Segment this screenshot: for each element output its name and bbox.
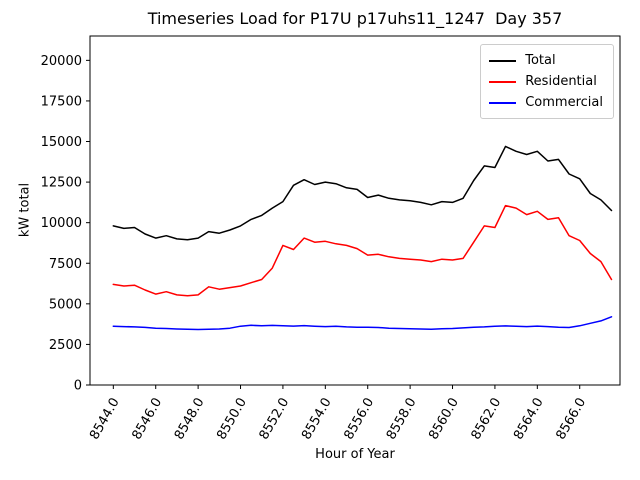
y-tick-label: 15000 [41,135,82,150]
y-tick-label: 7500 [49,257,82,272]
legend-label-residential: Residential [525,74,597,89]
y-tick-label: 12500 [41,176,82,191]
x-tick-label: 8548.0 [172,396,208,443]
x-tick-label: 8546.0 [129,396,165,443]
y-tick-label: 2500 [49,338,82,353]
legend-label-total: Total [525,53,556,68]
legend: Total Residential Commercial [480,44,614,119]
series-line-total [112,145,613,241]
legend-label-commercial: Commercial [525,95,603,110]
commercial-line-swatch [489,101,517,104]
x-axis-label: Hour of Year [315,447,395,462]
chart-title: Timeseries Load for P17U p17uhs11_1247 D… [147,9,563,28]
x-tick-label: 8566.0 [553,396,589,443]
y-tick-label: 20000 [41,54,82,69]
legend-item-total: Total [489,50,603,71]
x-tick-label: 8544.0 [87,396,123,443]
y-tick-label: 17500 [41,94,82,109]
x-tick-label: 8562.0 [469,396,505,443]
x-tick-label: 8554.0 [299,396,335,443]
series-line-residential [112,204,613,297]
legend-item-residential: Residential [489,71,603,92]
x-tick-label: 8560.0 [426,396,462,443]
y-tick-label: 0 [74,379,82,394]
x-tick-label: 8552.0 [257,396,293,443]
y-axis-label: kW total [17,182,33,238]
y-tick-label: 10000 [41,216,82,231]
x-tick-label: 8550.0 [214,396,250,443]
y-tick-label: 5000 [49,297,82,312]
x-tick-label: 8556.0 [341,396,377,443]
series-line-commercial [112,316,613,331]
x-tick-label: 8558.0 [384,396,420,443]
total-line-swatch [489,59,517,62]
residential-line-swatch [489,80,517,83]
x-tick-label: 8564.0 [511,396,547,443]
legend-item-commercial: Commercial [489,92,603,113]
